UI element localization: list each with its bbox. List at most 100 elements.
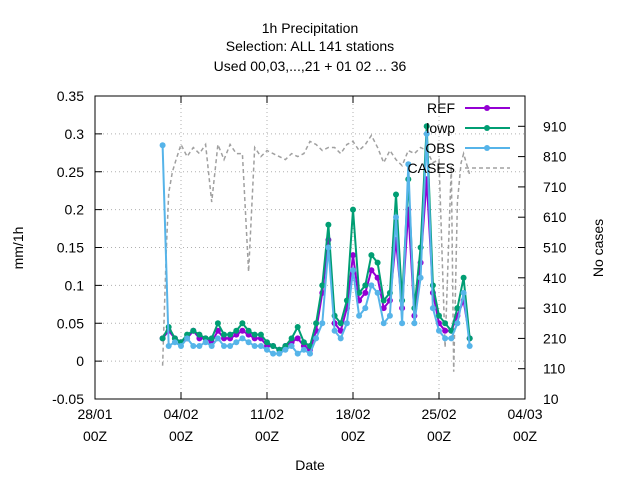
- legend-label-obs: OBS: [425, 140, 455, 156]
- data-point-obs: [405, 161, 412, 168]
- x-tick-label-time: 00Z: [341, 428, 366, 444]
- y-tick-label: -0.05: [52, 391, 84, 407]
- data-point-lowp: [159, 335, 166, 342]
- data-point-obs: [288, 343, 295, 349]
- y-axis-ticks: -0.05 0 0.05 0.1 0.15 0.2 0.25 0.3 0.35: [52, 88, 102, 407]
- data-point-lowp: [208, 335, 215, 342]
- y2-tick-label: 710: [543, 179, 567, 195]
- data-point-obs: [411, 320, 418, 327]
- data-point-obs: [399, 320, 406, 327]
- data-point-ref: [239, 327, 246, 334]
- data-point-lowp: [257, 331, 264, 338]
- data-point-lowp: [270, 343, 277, 349]
- y2-tick-label: 110: [543, 361, 566, 377]
- data-point-ref: [368, 267, 375, 274]
- data-point-lowp: [393, 191, 399, 198]
- data-point-lowp: [436, 312, 442, 319]
- y-axis-label: mm/1h: [10, 227, 26, 270]
- x-tick-label-date: 11/02: [250, 406, 284, 422]
- data-point-lowp: [300, 339, 307, 346]
- y-tick-label: 0.3: [65, 126, 85, 142]
- x-axis-ticks: 28/01 00Z 04/02 00Z 11/02 00Z 18/02 00Z 25/02 00Z…: [77, 96, 543, 444]
- title-line-1: 1h Precipitation: [262, 20, 359, 36]
- series-layer: [159, 123, 473, 372]
- data-point-lowp: [356, 289, 363, 296]
- y2-tick-label: 610: [543, 209, 567, 225]
- data-point-obs: [374, 289, 381, 296]
- y2-tick-label: 810: [543, 149, 567, 165]
- data-point-lowp: [362, 282, 369, 289]
- data-point-lowp: [423, 123, 430, 130]
- data-point-lowp: [196, 331, 203, 338]
- data-point-obs: [202, 339, 209, 346]
- data-point-lowp: [380, 297, 387, 304]
- data-point-obs: [337, 335, 344, 342]
- legend: REF lowp OBS CASES: [408, 100, 510, 176]
- data-point-obs: [466, 343, 473, 349]
- data-point-obs: [282, 346, 289, 353]
- y-tick-label: 0.2: [65, 202, 85, 218]
- data-point-obs: [307, 350, 313, 357]
- y2-tick-label: 310: [543, 300, 567, 316]
- data-point-lowp: [319, 282, 326, 289]
- title-line-3: Used 00,03,...,21 + 01 02 ... 36: [214, 58, 407, 74]
- y-tick-label: 0: [76, 353, 84, 369]
- data-point-lowp: [214, 320, 221, 327]
- y2-tick-label: 510: [543, 240, 567, 256]
- data-point-obs: [264, 346, 270, 353]
- y-tick-label: 0.05: [57, 315, 84, 331]
- data-point-obs: [325, 244, 332, 251]
- data-point-obs: [270, 350, 277, 357]
- data-point-obs: [319, 320, 326, 327]
- legend-label-cases: CASES: [408, 160, 455, 176]
- data-point-ref: [380, 305, 387, 312]
- data-point-obs: [257, 343, 264, 349]
- data-point-obs: [214, 335, 221, 342]
- data-point-lowp: [368, 252, 375, 259]
- data-point-ref: [350, 252, 356, 259]
- data-point-lowp: [239, 320, 246, 327]
- data-point-obs: [362, 305, 369, 312]
- series-obs: [159, 130, 473, 357]
- x-axis-label: Date: [295, 457, 325, 473]
- data-point-lowp: [264, 339, 270, 346]
- y-tick-label: 0.35: [57, 88, 84, 104]
- title-line-2: Selection: ALL 141 stations: [226, 38, 394, 54]
- data-point-obs: [331, 327, 338, 334]
- data-point-obs: [442, 335, 449, 342]
- legend-label-lowp: lowp: [426, 120, 455, 136]
- data-point-lowp: [442, 320, 449, 327]
- x-tick-label-time: 00Z: [83, 428, 108, 444]
- x-tick-label-date: 18/02: [335, 406, 370, 422]
- y-tick-label: 0.1: [65, 277, 85, 293]
- data-point-lowp: [325, 221, 332, 228]
- data-point-obs: [393, 214, 399, 221]
- data-point-lowp: [374, 259, 381, 266]
- data-point-obs: [313, 335, 320, 342]
- data-point-obs: [239, 335, 246, 342]
- x-tick-label-date: 28/01: [77, 406, 112, 422]
- data-point-obs: [245, 339, 252, 346]
- data-point-obs: [343, 320, 350, 327]
- data-point-obs: [165, 343, 172, 349]
- legend-marker-ref: [484, 105, 490, 111]
- data-point-obs: [221, 343, 227, 349]
- data-point-obs: [294, 350, 301, 357]
- data-point-obs: [380, 320, 387, 327]
- data-point-obs: [386, 312, 393, 319]
- x-tick-label-time: 00Z: [255, 428, 280, 444]
- data-point-obs: [436, 327, 442, 334]
- x-tick-label-time: 00Z: [513, 428, 538, 444]
- y2-tick-label: 10: [543, 391, 559, 407]
- data-point-obs: [159, 142, 166, 149]
- data-point-lowp: [227, 331, 234, 338]
- data-point-ref: [442, 327, 449, 334]
- data-point-lowp: [233, 327, 240, 334]
- data-point-obs: [417, 274, 424, 281]
- data-point-lowp: [313, 320, 320, 327]
- x-tick-label-time: 00Z: [427, 428, 452, 444]
- data-point-obs: [190, 343, 197, 349]
- x-tick-label-time: 00Z: [169, 428, 194, 444]
